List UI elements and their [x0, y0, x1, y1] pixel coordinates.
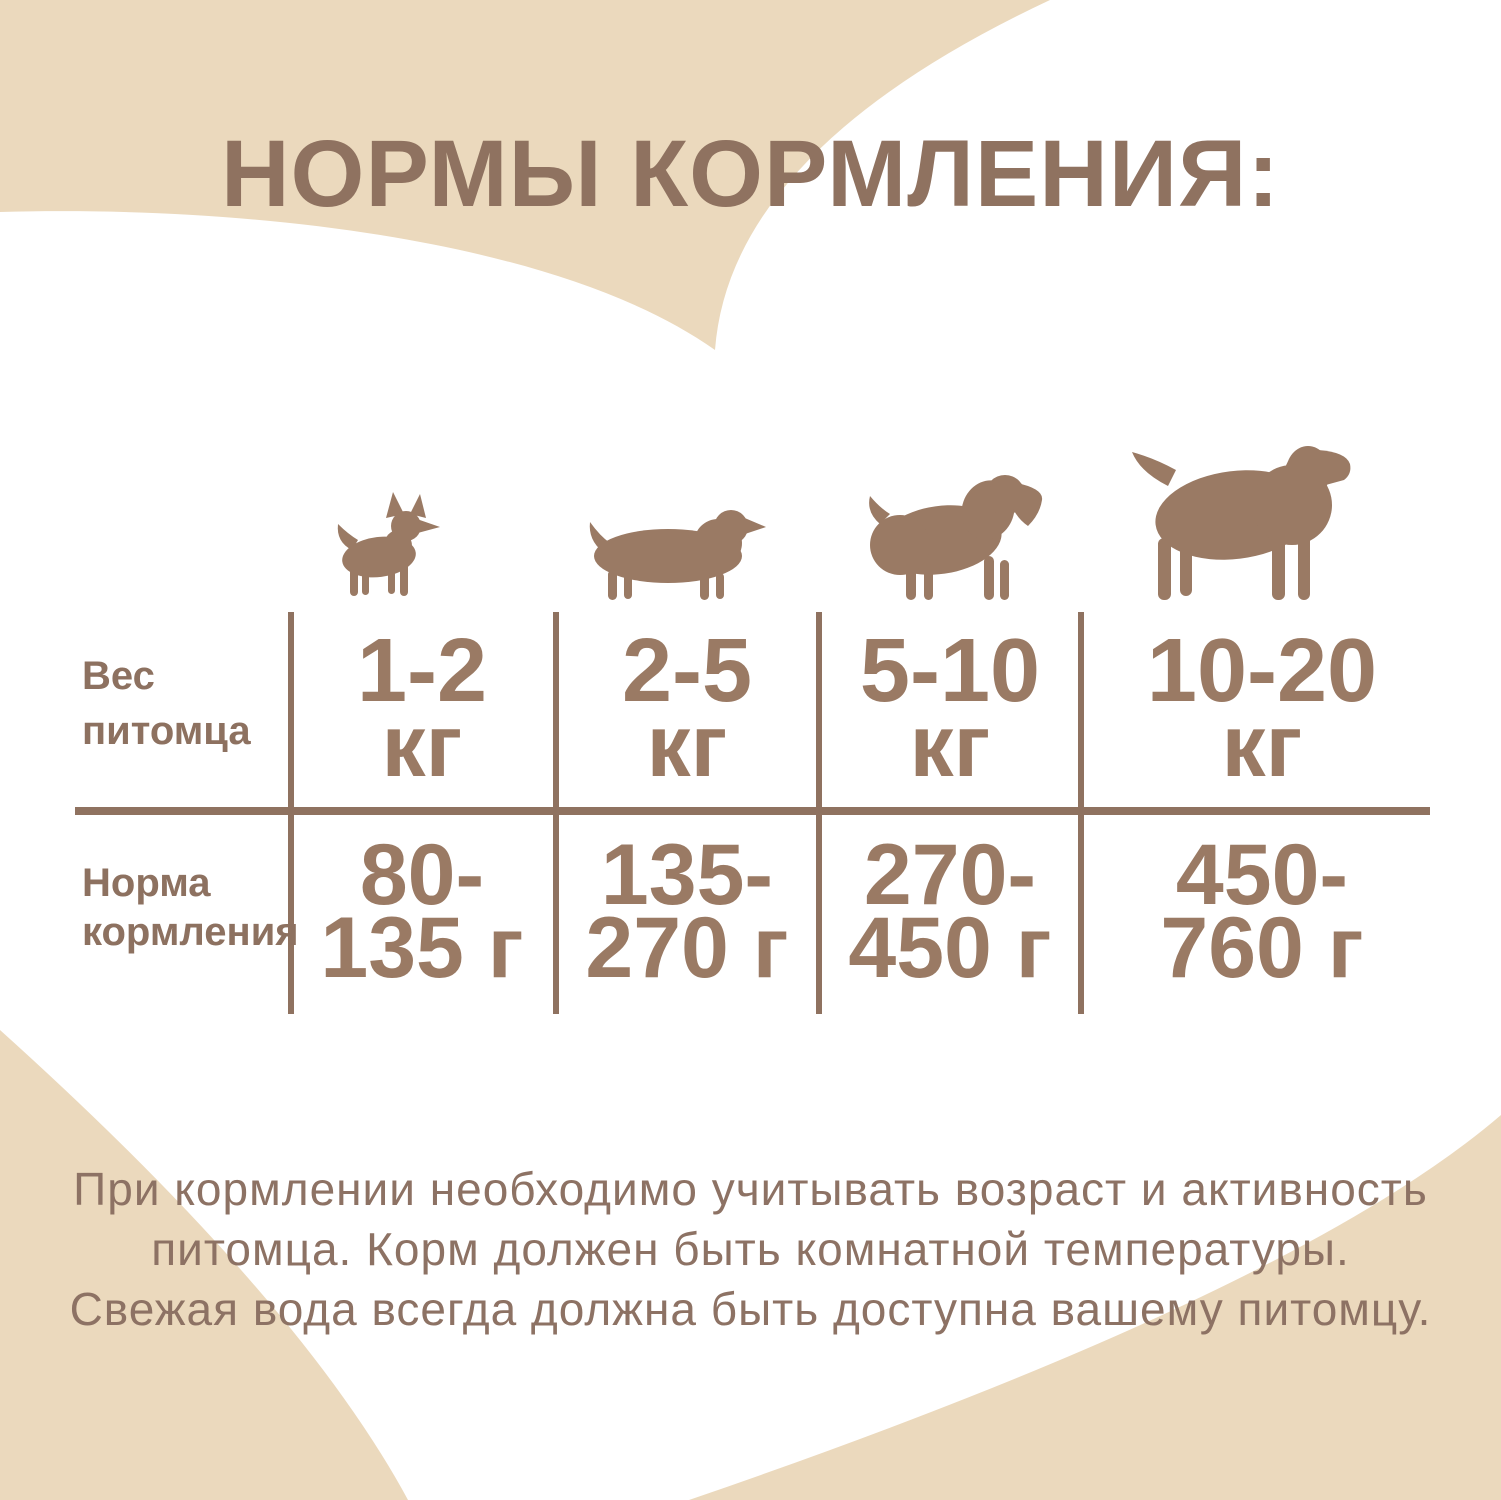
feed-value-col1-line1: 80-: [359, 827, 485, 923]
row-label-feeding-norm-line2: кормления: [82, 910, 299, 954]
weight-unit-col4: кг: [1221, 696, 1303, 795]
row-label-pet-weight-line1: Вес: [82, 654, 155, 698]
feeding-note-line2: питомца. Корм должен быть комнатной темп…: [151, 1223, 1350, 1275]
weight-unit-col1: кг: [381, 696, 463, 795]
table-divider-horizontal: [75, 807, 1430, 815]
feeding-note-line3: Свежая вода всегда должна быть доступна …: [69, 1283, 1432, 1335]
feeding-note-line1: При кормлении необходимо учитывать возра…: [73, 1163, 1428, 1215]
feed-value-col2-line2: 270 г: [585, 900, 789, 996]
dachshund-icon: [589, 510, 766, 600]
feed-value-col2-line1: 135-: [600, 827, 774, 923]
feed-value-col3-line1: 270-: [863, 827, 1037, 923]
chihuahua-icon: [337, 492, 440, 596]
row-label-pet-weight-line2: питомца: [82, 709, 251, 753]
feed-value-col4-line2: 760 г: [1160, 900, 1364, 996]
weight-value-col3: 5-10: [859, 621, 1041, 721]
weight-value-col2: 2-5: [621, 621, 753, 721]
weight-unit-col3: кг: [909, 696, 991, 795]
spaniel-icon: [869, 475, 1043, 600]
page-title: НОРМЫ КОРМЛЕНИЯ:: [220, 121, 1281, 227]
row-label-feeding-norm-line1: Норма: [82, 861, 211, 905]
weight-unit-col2: кг: [646, 696, 728, 795]
feed-value-col4-line1: 450-: [1175, 827, 1349, 923]
feed-value-col3-line2: 450 г: [848, 900, 1052, 996]
weight-value-col4: 10-20: [1146, 621, 1378, 721]
large-dog-icon: [1132, 446, 1351, 600]
weight-value-col1: 1-2: [356, 621, 488, 721]
feed-value-col1-line2: 135 г: [320, 900, 524, 996]
